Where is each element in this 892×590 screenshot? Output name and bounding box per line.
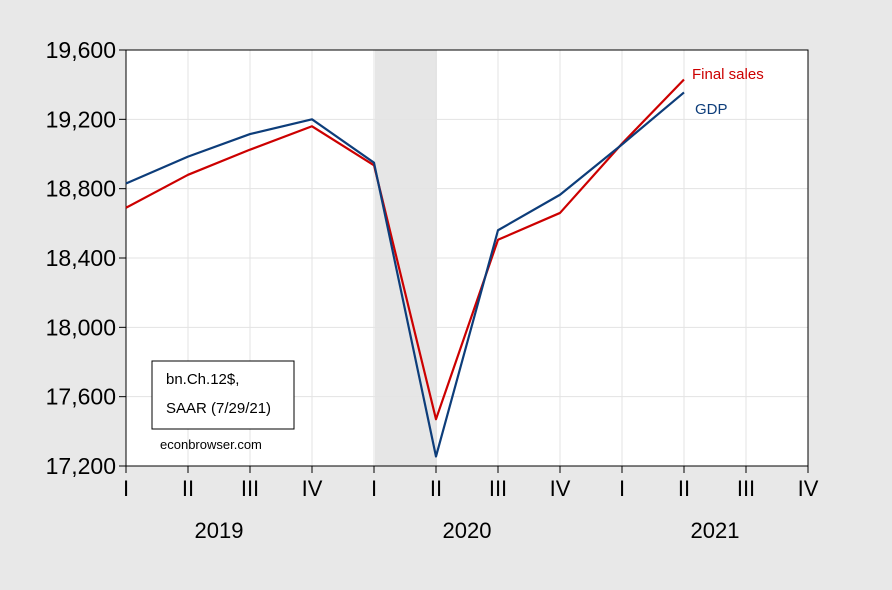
series-line-final-sales: [125, 78, 685, 421]
source-note: econbrowser.com: [160, 437, 262, 452]
y-tick-label: 17,600: [46, 384, 116, 410]
y-tick-label: 17,200: [46, 453, 116, 479]
legend-gdp: GDP: [695, 101, 728, 118]
year-label: 2020: [443, 518, 492, 543]
x-tick-label: II: [678, 476, 690, 501]
x-tick-label: II: [430, 476, 442, 501]
x-tick-label: I: [371, 476, 377, 501]
y-tick-label: 19,200: [46, 106, 116, 132]
year-labels: 2019 2020 2021: [195, 518, 740, 543]
year-label: 2019: [195, 518, 244, 543]
x-tick-label: II: [182, 476, 194, 501]
y-tick-label: 18,800: [46, 176, 116, 202]
x-tick-label: IV: [798, 476, 819, 501]
x-tick-label: I: [123, 476, 129, 501]
x-tick-label: III: [489, 476, 507, 501]
x-tick-label: I: [619, 476, 625, 501]
y-axis: 17,200 17,600 18,000 18,400 18,800 19,200 19,6…: [46, 37, 126, 479]
series-line-gdp: [125, 91, 685, 458]
x-tick-label: IV: [302, 476, 323, 501]
x-tick-label: III: [737, 476, 755, 501]
year-label: 2021: [691, 518, 740, 543]
units-note-box: bn.Ch.12$, SAAR (7/29/21): [151, 360, 295, 430]
units-note-line-2: SAAR (7/29/21): [166, 400, 271, 417]
x-axis: I II III IV I II III IV I II III IV: [123, 466, 819, 501]
units-note-line-1: bn.Ch.12$,: [166, 371, 239, 388]
y-tick-label: 18,400: [46, 245, 116, 271]
legend-final-sales: Final sales: [692, 66, 764, 83]
units-note-frame: [151, 360, 295, 430]
y-tick-label: 19,600: [46, 37, 116, 63]
series-lines: [125, 78, 685, 458]
y-tick-label: 18,000: [46, 314, 116, 340]
x-tick-label: III: [241, 476, 259, 501]
x-tick-label: IV: [550, 476, 571, 501]
